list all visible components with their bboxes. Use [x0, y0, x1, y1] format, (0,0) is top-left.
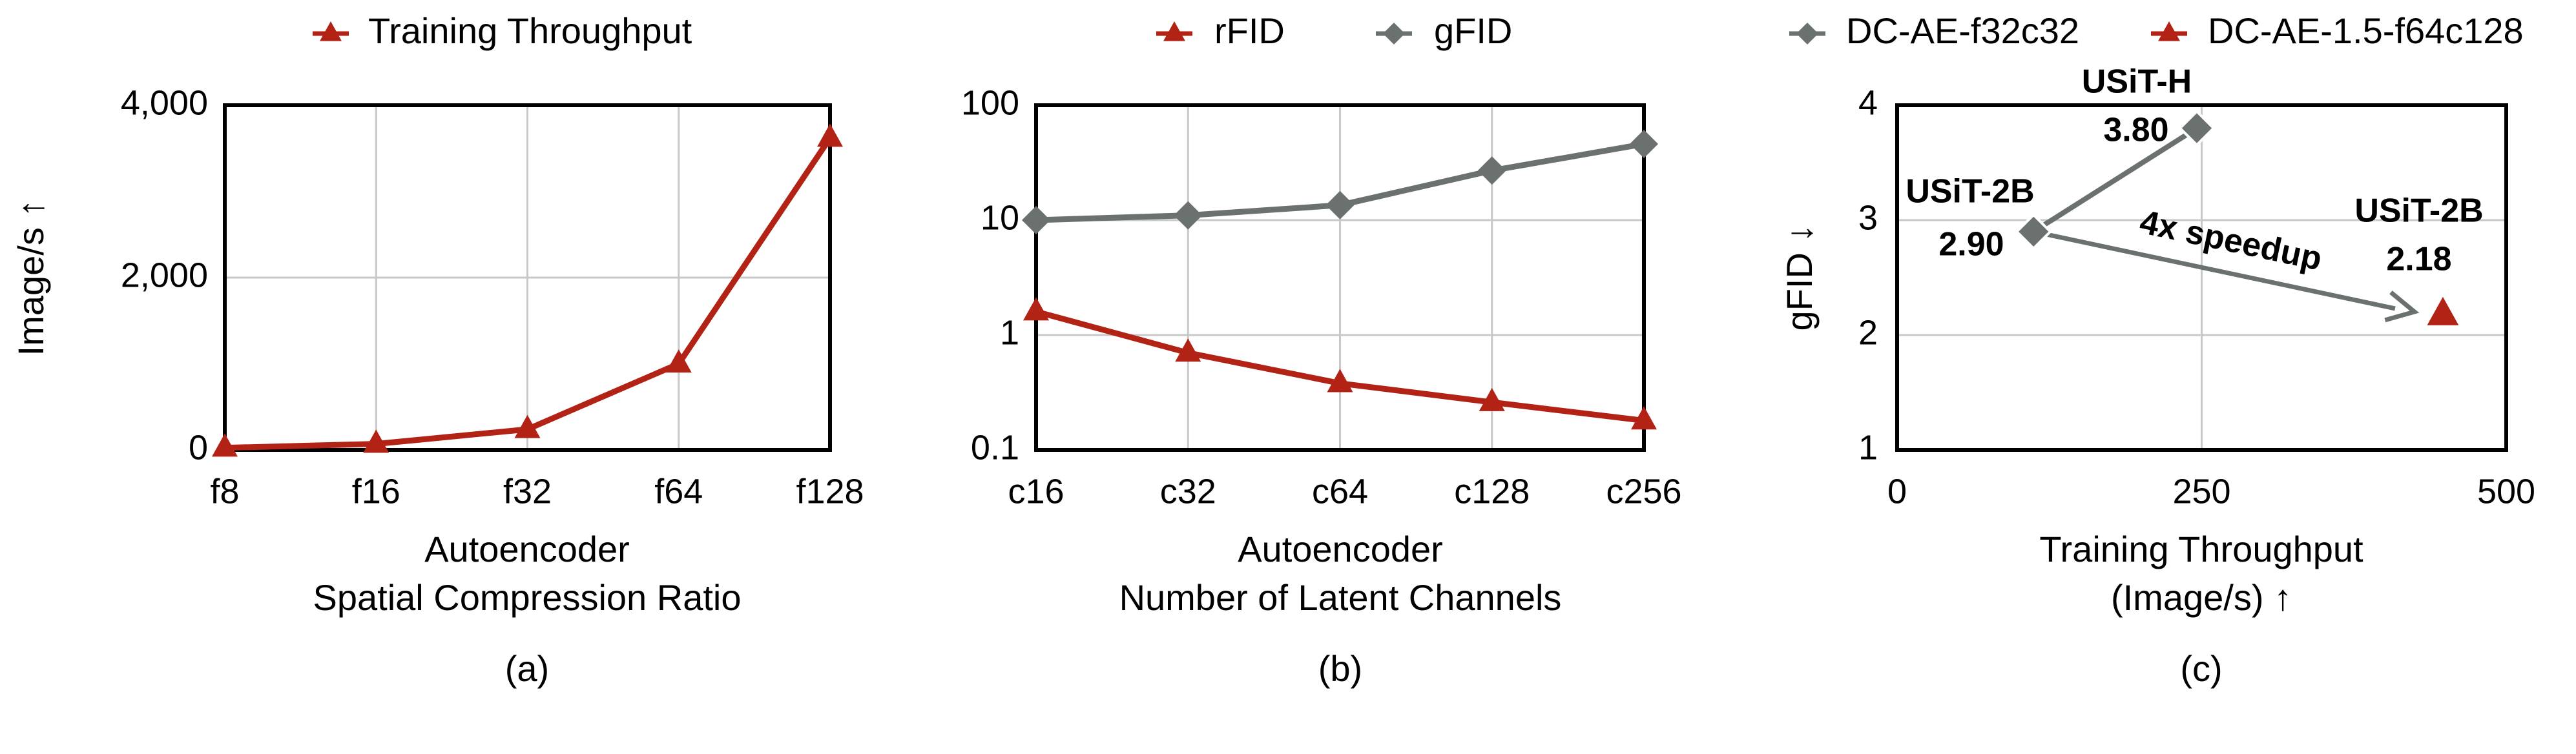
- y-tick-label: 3: [1858, 198, 1878, 237]
- point-label: USiT-2B: [1906, 173, 2034, 210]
- data-point: [817, 123, 843, 147]
- y-tick-label: 100: [961, 83, 1019, 122]
- data-point: [1325, 190, 1355, 219]
- legend-marker: [1796, 23, 1818, 45]
- y-tick-label: 0: [189, 428, 208, 467]
- legend-label: DC-AE-f32c32: [1846, 10, 2079, 51]
- panel-label: (c): [2180, 648, 2222, 689]
- x-tick-label: f8: [210, 472, 239, 511]
- data-point: [665, 349, 692, 373]
- data-point: [1630, 130, 1658, 159]
- legend-marker: [2158, 21, 2180, 41]
- y-tick-label: 2,000: [121, 256, 208, 294]
- legend-marker: [320, 21, 342, 41]
- point-label: USiT-H: [2082, 63, 2192, 101]
- y-axis-label: gFID ↓: [1779, 225, 1820, 331]
- y-axis-label: Image/s ↑: [10, 199, 51, 356]
- x-tick-label: c64: [1312, 472, 1368, 511]
- y-tick-label: 4: [1858, 83, 1878, 122]
- legend-label: gFID: [1434, 10, 1512, 51]
- plot-frame: [223, 103, 832, 452]
- x-tick-label: 500: [2477, 472, 2535, 511]
- y-tick-label: 2: [1858, 313, 1878, 352]
- data-point: [1175, 338, 1201, 362]
- legend-item: [1789, 23, 1825, 45]
- x-axis-label: Number of Latent Channels: [1119, 577, 1562, 618]
- data-point: [1631, 406, 1657, 430]
- legend-marker: [1383, 23, 1405, 45]
- x-tick-label: c16: [1008, 472, 1064, 511]
- plot-frame: [1034, 103, 1646, 452]
- speedup-arrow-line: [2033, 229, 2396, 311]
- data-point: [2178, 109, 2216, 147]
- data-point: [1479, 387, 1505, 411]
- y-tick-label: 0.1: [971, 428, 1019, 467]
- data-point: [1174, 201, 1203, 230]
- x-tick-label: f32: [503, 472, 552, 511]
- data-point: [2424, 292, 2462, 327]
- data-point: [2015, 212, 2053, 250]
- point-value: 2.18: [2386, 241, 2451, 278]
- x-axis-label: Training Throughput: [2039, 529, 2363, 569]
- speedup-annotation: 4x speedup: [2137, 203, 2325, 278]
- x-tick-label: f128: [796, 472, 864, 511]
- legend-label: rFID: [1214, 10, 1285, 51]
- y-tick-label: 1: [1000, 313, 1019, 352]
- point-label: USiT-2B: [2354, 192, 2483, 230]
- point-value: 2.90: [1938, 226, 2004, 263]
- legend-label: DC-AE-1.5-f64c128: [2208, 10, 2524, 51]
- y-tick-label: 10: [981, 198, 1019, 237]
- speedup-arrow-head: [2384, 290, 2420, 323]
- legend-label: Training Throughput: [368, 10, 692, 51]
- y-tick-label: 1: [1858, 428, 1878, 467]
- x-tick-label: 0: [1887, 472, 1907, 511]
- x-tick-label: c256: [1606, 472, 1681, 511]
- data-point: [514, 414, 541, 438]
- data-point: [1022, 206, 1050, 234]
- data-point: [1477, 156, 1506, 185]
- chart-a: 0 2,000 4,000 f8 f16 f32 f64 f128 Image/s ↑ Autoe…: [10, 10, 864, 689]
- point-value: 3.80: [2103, 112, 2168, 149]
- x-axis-label: Autoencoder: [424, 529, 630, 569]
- x-tick-label: 250: [2172, 472, 2230, 511]
- chart-b: 0.1 1 10 100 c16 c32 c64 c128 c256 Autoencoder Num…: [961, 10, 1682, 689]
- x-axis-label: (Image/s) ↑: [2111, 577, 2292, 618]
- data-point: [1327, 369, 1353, 392]
- x-tick-label: f64: [654, 472, 703, 511]
- x-tick-label: c128: [1454, 472, 1530, 511]
- data-point: [363, 429, 390, 453]
- legend-item: [313, 21, 349, 41]
- x-tick-label: f16: [352, 472, 400, 511]
- panel-label: (a): [505, 648, 549, 689]
- panel-label: (b): [1318, 648, 1362, 689]
- data-point: [1023, 297, 1049, 321]
- x-axis-label: Spatial Compression Ratio: [313, 577, 742, 618]
- chart-c: 1 2 3 4 0 250 500 4x speedup USiT-2B 2.90 USiT-H 3.…: [1779, 10, 2535, 689]
- legend-item: [1156, 21, 1192, 41]
- x-tick-label: c32: [1160, 472, 1216, 511]
- legend-item: [1376, 23, 1412, 45]
- y-tick-label: 4,000: [121, 83, 208, 122]
- x-axis-label: Autoencoder: [1238, 529, 1443, 569]
- plot-frame: [1895, 103, 2508, 452]
- data-point: [212, 433, 238, 457]
- legend-marker: [1163, 21, 1185, 41]
- connector-line: [2032, 126, 2199, 234]
- legend-item: [2151, 21, 2187, 41]
